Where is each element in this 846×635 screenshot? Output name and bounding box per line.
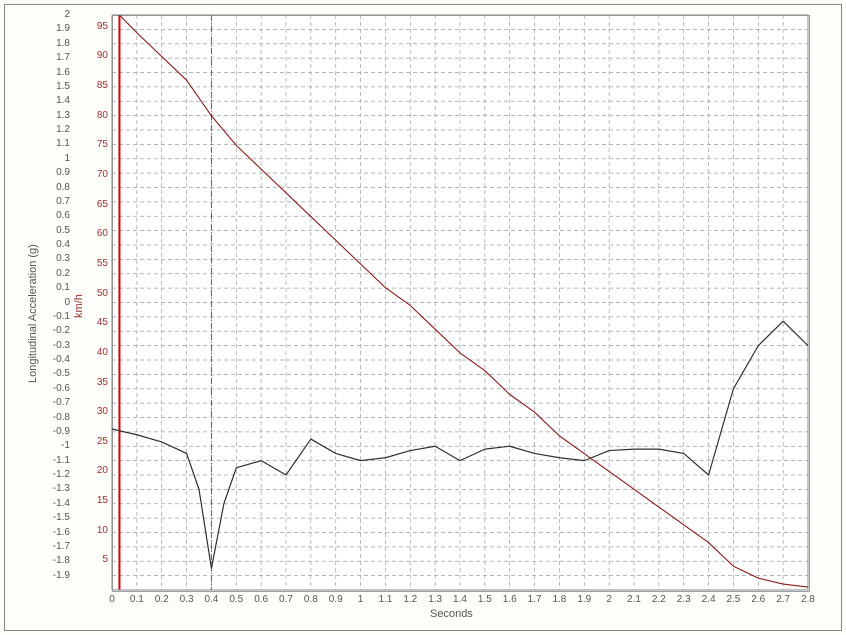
y-right-tick-label: 40 (88, 347, 108, 358)
y-right-tick-label: 95 (88, 21, 108, 32)
y-left-tick-label: -0.8 (46, 412, 70, 423)
y-left-tick-label: -1.2 (46, 469, 70, 480)
x-tick-label: 1.2 (400, 594, 420, 605)
y-left-tick-label: 1.6 (46, 67, 70, 78)
x-tick-label: 1.5 (475, 594, 495, 605)
x-tick-label: 0.8 (301, 594, 321, 605)
y-left-tick-label: -1.1 (46, 455, 70, 466)
x-tick-label: 2.7 (773, 594, 793, 605)
y-left-tick-label: -0.1 (46, 311, 70, 322)
y-left-tick-label: 0.5 (46, 225, 70, 236)
y-right-axis-label: km/h (73, 294, 85, 318)
x-axis-label: Seconds (430, 608, 473, 620)
y-left-tick-label: 2 (46, 9, 70, 20)
y-left-tick-label: -1.4 (46, 498, 70, 509)
y-right-tick-label: 45 (88, 317, 108, 328)
y-right-tick-label: 55 (88, 258, 108, 269)
y-left-axis-label: Longitudinal Acceleration (g) (27, 244, 39, 383)
series-speed (119, 15, 808, 587)
chart-frame: { "chart": { "type": "line-dual-axis", "… (4, 4, 842, 631)
y-left-tick-label: -1.3 (46, 483, 70, 494)
y-right-tick-label: 25 (88, 436, 108, 447)
x-tick-label: 2.5 (723, 594, 743, 605)
y-left-tick-label: -0.6 (46, 383, 70, 394)
y-left-tick-label: -0.5 (46, 368, 70, 379)
y-left-tick-label: 1.1 (46, 138, 70, 149)
y-left-tick-label: 0.2 (46, 268, 70, 279)
y-right-tick-label: 35 (88, 377, 108, 388)
x-tick-label: 1 (351, 594, 371, 605)
y-left-tick-label: 1.5 (46, 81, 70, 92)
y-left-tick-label: 1 (46, 153, 70, 164)
y-left-tick-label: 0.8 (46, 182, 70, 193)
y-right-tick-label: 60 (88, 228, 108, 239)
x-tick-label: 2.6 (748, 594, 768, 605)
x-tick-label: 1.8 (549, 594, 569, 605)
y-left-tick-label: -1.5 (46, 512, 70, 523)
y-right-tick-label: 20 (88, 465, 108, 476)
y-left-tick-label: -0.4 (46, 354, 70, 365)
y-right-tick-label: 90 (88, 50, 108, 61)
x-tick-label: 0.7 (276, 594, 296, 605)
y-left-tick-label: 1.3 (46, 110, 70, 121)
y-left-tick-label: 0.3 (46, 253, 70, 264)
y-left-tick-label: -1 (46, 440, 70, 451)
y-left-tick-label: -0.7 (46, 397, 70, 408)
x-tick-label: 2.2 (649, 594, 669, 605)
x-tick-label: 0 (102, 594, 122, 605)
y-right-tick-label: 50 (88, 288, 108, 299)
y-left-tick-label: 1.2 (46, 124, 70, 135)
x-tick-label: 2.8 (798, 594, 818, 605)
y-right-tick-label: 75 (88, 139, 108, 150)
y-left-tick-label: 1.4 (46, 95, 70, 106)
x-tick-label: 2.1 (624, 594, 644, 605)
y-left-tick-label: -0.3 (46, 340, 70, 351)
y-right-tick-label: 15 (88, 495, 108, 506)
x-tick-label: 1.4 (450, 594, 470, 605)
y-left-tick-label: 0.7 (46, 196, 70, 207)
y-left-tick-label: 1.7 (46, 52, 70, 63)
y-right-tick-label: 30 (88, 406, 108, 417)
y-left-tick-label: -1.8 (46, 555, 70, 566)
x-tick-label: 1.6 (500, 594, 520, 605)
y-left-tick-label: 0.1 (46, 282, 70, 293)
x-tick-label: 2 (599, 594, 619, 605)
x-tick-label: 1.1 (375, 594, 395, 605)
x-tick-label: 2.3 (674, 594, 694, 605)
y-left-tick-label: -0.9 (46, 426, 70, 437)
x-tick-label: 2.4 (699, 594, 719, 605)
x-tick-label: 1.3 (425, 594, 445, 605)
x-tick-label: 0.2 (152, 594, 172, 605)
y-left-tick-label: 0 (46, 297, 70, 308)
y-left-tick-label: -1.6 (46, 527, 70, 538)
y-right-tick-label: 10 (88, 525, 108, 536)
y-left-tick-label: -1.7 (46, 541, 70, 552)
y-right-tick-label: 65 (88, 199, 108, 210)
y-left-tick-label: 1.9 (46, 23, 70, 34)
y-left-tick-label: 1.8 (46, 38, 70, 49)
y-left-tick-label: 0.9 (46, 167, 70, 178)
x-tick-label: 0.1 (127, 594, 147, 605)
y-right-tick-label: 5 (88, 554, 108, 565)
y-right-tick-label: 70 (88, 169, 108, 180)
x-tick-label: 0.5 (226, 594, 246, 605)
y-right-tick-label: 85 (88, 80, 108, 91)
x-tick-label: 0.9 (326, 594, 346, 605)
x-tick-label: 0.6 (251, 594, 271, 605)
x-tick-label: 1.9 (574, 594, 594, 605)
y-left-tick-label: -0.2 (46, 325, 70, 336)
y-left-tick-label: 0.4 (46, 239, 70, 250)
x-tick-label: 1.7 (525, 594, 545, 605)
y-left-tick-label: 0.6 (46, 210, 70, 221)
x-tick-label: 0.3 (177, 594, 197, 605)
x-tick-label: 0.4 (201, 594, 221, 605)
y-right-tick-label: 80 (88, 110, 108, 121)
y-left-tick-label: -1.9 (46, 570, 70, 581)
chart-svg (5, 5, 843, 632)
